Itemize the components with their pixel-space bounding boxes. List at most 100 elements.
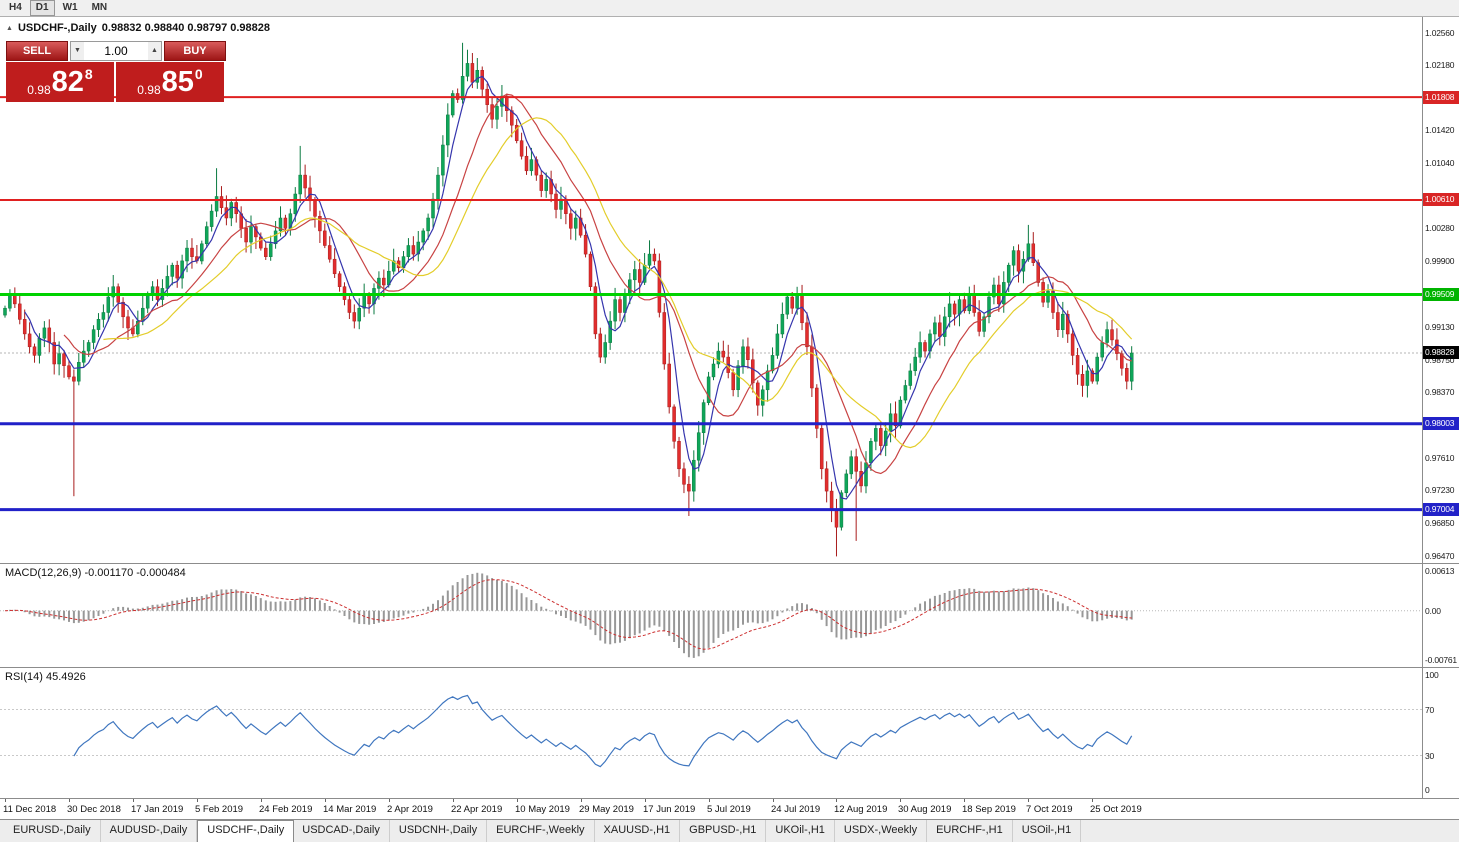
volume-input[interactable]	[84, 42, 148, 60]
rsi-line	[73, 694, 1133, 768]
date-label: 5 Jul 2019	[707, 804, 751, 815]
chart-tab-gbpusd-h1[interactable]: GBPUSD-,H1	[680, 820, 767, 842]
date-label: 17 Jun 2019	[643, 804, 696, 815]
macd-axis-label: 0.00613	[1425, 566, 1455, 576]
price-tick: 0.98370	[1425, 387, 1455, 398]
chart-tab-eurusd-daily[interactable]: EURUSD-,Daily	[4, 820, 101, 842]
date-label: 11 Dec 2018	[3, 804, 57, 815]
date-label: 5 Feb 2019	[195, 804, 244, 815]
buy-price-display[interactable]: 0.98 85 0	[116, 62, 224, 102]
timeframe-button-mn[interactable]: MN	[91, 2, 108, 13]
timeframe-toolbar: H4 D1 W1 MN	[0, 0, 1459, 17]
chart-tab-xauusd-h1[interactable]: XAUUSD-,H1	[595, 820, 681, 842]
sell-price-display[interactable]: 0.98 82 8	[6, 62, 114, 102]
sell-price-base: 0.98	[27, 83, 51, 97]
sell-price-sup: 8	[84, 66, 93, 82]
price-badge-0.98003: 0.98003	[1423, 417, 1459, 431]
macd-area: MACD(12,26,9) -0.001170 -0.000484	[0, 564, 1422, 667]
one-click-trade-panel: SELL ▼ ▲ BUY 0.98 82 8 0.98 85 0	[6, 41, 226, 102]
main-chart-panel: ▲ USDCHF-,Daily 0.98832 0.98840 0.98797 …	[0, 17, 1459, 564]
bottom-tab-bar: EURUSD-,Daily AUDUSD-,Daily USDCHF-,Daily U…	[0, 820, 1459, 842]
date-tick	[69, 799, 70, 802]
date-tick	[517, 799, 518, 802]
rsi-axis: 100 70 30 0	[1422, 668, 1459, 798]
date-tick	[836, 799, 837, 802]
symbol-title: USDCHF-,Daily	[17, 22, 97, 34]
date-label: 14 Mar 2019	[323, 804, 377, 815]
macd-panel: MACD(12,26,9) -0.001170 -0.000484 0.0061…	[0, 564, 1459, 668]
chart-tab-eurchf-h1[interactable]: EURCHF-,H1	[927, 820, 1013, 842]
moving-average-5	[24, 75, 1133, 500]
date-label: 24 Feb 2019	[259, 804, 313, 815]
rsi-panel: RSI(14) 45.4926 100 70 30 0	[0, 668, 1459, 799]
date-label: 12 Aug 2019	[834, 804, 888, 815]
date-label: 30 Dec 2018	[67, 804, 121, 815]
price-badge-1.01808: 1.01808	[1423, 90, 1459, 104]
price-tick: 1.01040	[1425, 158, 1455, 169]
price-tick: 0.96470	[1425, 550, 1455, 561]
chart-tab-usdcnh-daily[interactable]: USDCNH-,Daily	[390, 820, 488, 842]
price-tick: 0.99900	[1425, 255, 1455, 266]
main-chart-area: ▲ USDCHF-,Daily 0.98832 0.98840 0.98797 …	[0, 17, 1422, 563]
date-label: 7 Oct 2019	[1026, 804, 1073, 815]
date-tick	[645, 799, 646, 802]
date-tick	[581, 799, 582, 802]
macd-plot[interactable]	[0, 564, 1422, 667]
macd-label: MACD(12,26,9) -0.001170 -0.000484	[5, 567, 186, 579]
date-tick	[773, 799, 774, 802]
chart-tab-usdchf-daily[interactable]: USDCHF-,Daily	[197, 820, 295, 842]
main-price-axis: 1.02560 1.02180 1.01420 1.01040 1.00280 0.999…	[1422, 17, 1459, 563]
price-tick: 0.98750	[1425, 354, 1455, 365]
date-label: 2 Apr 2019	[387, 804, 433, 815]
chart-header: ▲ USDCHF-,Daily 0.98832 0.98840 0.98797 …	[6, 22, 270, 34]
price-tick: 1.02560	[1425, 27, 1455, 38]
price-tick: 0.96850	[1425, 517, 1455, 528]
price-tick: 0.97230	[1425, 485, 1455, 496]
date-tick	[133, 799, 134, 802]
date-tick	[5, 799, 6, 802]
buy-price-big: 85	[161, 65, 194, 98]
timeframe-button-h4[interactable]: H4	[9, 2, 22, 13]
chart-tab-usdx-weekly[interactable]: USDX-,Weekly	[835, 820, 928, 842]
date-label: 25 Oct 2019	[1090, 804, 1142, 815]
timeframe-button-w1[interactable]: W1	[62, 2, 78, 13]
chart-tab-usdcad-daily[interactable]: USDCAD-,Daily	[293, 820, 390, 842]
date-label: 18 Sep 2019	[962, 804, 1016, 815]
chart-tab-eurchf-weekly[interactable]: EURCHF-,Weekly	[487, 820, 595, 842]
buy-price-base: 0.98	[137, 83, 161, 97]
volume-decrease-button[interactable]: ▼	[71, 42, 84, 60]
sell-button[interactable]: SELL	[6, 41, 68, 61]
timeframe-button-d1[interactable]: D1	[29, 0, 55, 16]
macd-axis-label: 0.00	[1425, 605, 1441, 616]
buy-price-sup: 0	[194, 66, 203, 82]
price-badge-0.98828: 0.98828	[1423, 346, 1459, 360]
volume-increase-button[interactable]: ▲	[148, 42, 161, 60]
buy-button[interactable]: BUY	[164, 41, 226, 61]
price-tick: 1.02180	[1425, 60, 1455, 71]
date-tick	[389, 799, 390, 802]
price-tick: 0.97610	[1425, 452, 1455, 463]
date-tick	[709, 799, 710, 802]
macd-signal-line	[4, 579, 1132, 650]
price-tick: 1.01420	[1425, 125, 1455, 136]
main-chart-plot[interactable]	[0, 17, 1422, 563]
sell-price-big: 82	[51, 65, 84, 98]
chart-tab-audusd-daily[interactable]: AUDUSD-,Daily	[101, 820, 198, 842]
rsi-plot[interactable]	[0, 668, 1422, 798]
date-tick	[1092, 799, 1093, 802]
date-label: 10 May 2019	[515, 804, 570, 815]
rsi-axis-label: 70	[1425, 704, 1435, 715]
chart-tab-ukoil-h1[interactable]: UKOil-,H1	[766, 820, 835, 842]
date-label: 22 Apr 2019	[451, 804, 503, 815]
date-label: 30 Aug 2019	[898, 804, 952, 815]
macd-axis: 0.00613 0.00 -0.00761	[1422, 564, 1459, 667]
date-tick	[261, 799, 262, 802]
collapse-panel-icon[interactable]: ▲	[6, 24, 13, 32]
volume-spinner: ▼ ▲	[70, 41, 162, 61]
price-tick: 1.00280	[1425, 223, 1455, 234]
date-label: 29 May 2019	[579, 804, 634, 815]
date-tick	[197, 799, 198, 802]
moving-average-21	[103, 117, 1133, 449]
chart-tab-usoil-h1[interactable]: USOil-,H1	[1013, 820, 1082, 842]
date-label: 17 Jan 2019	[131, 804, 184, 815]
